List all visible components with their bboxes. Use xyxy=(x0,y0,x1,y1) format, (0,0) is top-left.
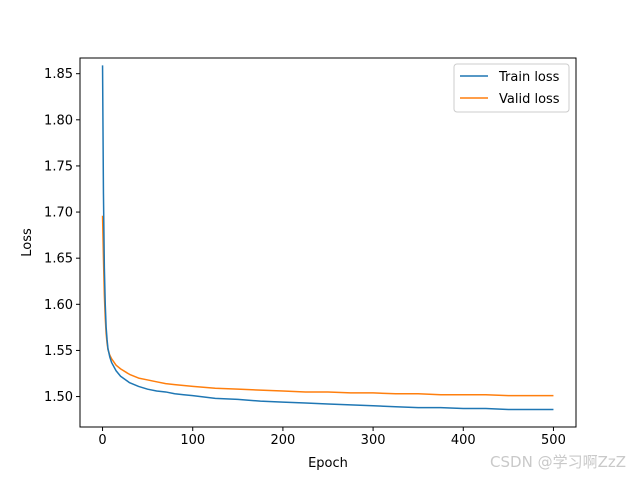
y-tick-label: 1.65 xyxy=(44,252,73,267)
y-tick-label: 1.60 xyxy=(44,298,73,313)
y-tick-label: 1.50 xyxy=(44,390,73,405)
x-tick-label: 500 xyxy=(541,433,566,448)
y-tick-label: 1.75 xyxy=(44,159,73,174)
x-tick-label: 100 xyxy=(180,433,205,448)
x-tick-label: 0 xyxy=(98,433,106,448)
x-tick-label: 400 xyxy=(451,433,476,448)
legend: Train loss Valid loss xyxy=(453,63,570,113)
plot-frame xyxy=(79,57,577,428)
series-layer xyxy=(101,65,554,411)
y-tick-label: 1.55 xyxy=(44,344,73,359)
x-tick-label: 200 xyxy=(270,433,295,448)
train-loss-line xyxy=(101,65,554,411)
plot-area xyxy=(80,58,576,427)
legend-label-valid: Valid loss xyxy=(499,92,560,107)
x-tick-label: 300 xyxy=(361,433,386,448)
legend-label-train: Train loss xyxy=(498,70,560,85)
x-axis-label: Epoch xyxy=(308,456,348,471)
y-tick-label: 1.70 xyxy=(44,206,73,221)
x-ticks: 0 100 200 300 400 500 xyxy=(98,427,566,448)
y-ticks: 1.50 1.55 1.60 1.65 1.70 1.75 1.80 1.85 xyxy=(44,67,80,405)
y-tick-label: 1.85 xyxy=(44,67,73,82)
y-tick-label: 1.80 xyxy=(44,113,73,128)
watermark-text: CSDN @学习啊ZzZ xyxy=(490,453,626,471)
y-axis-label: Loss xyxy=(20,228,35,257)
